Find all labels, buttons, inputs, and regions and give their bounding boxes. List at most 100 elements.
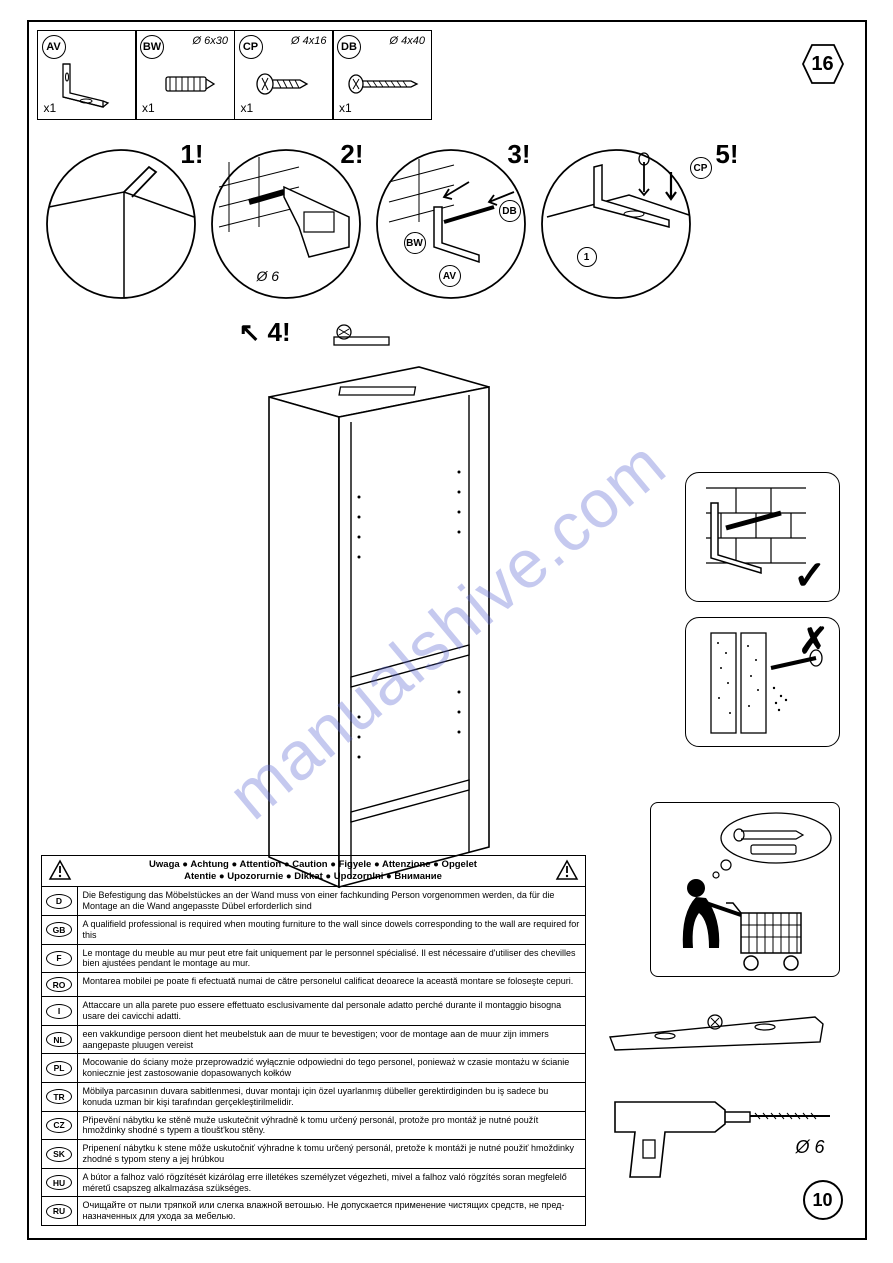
lang-code: HU bbox=[42, 1169, 78, 1197]
lang-text: Montarea mobilei pe poate fi efectuată n… bbox=[78, 973, 585, 996]
lang-row: GBA qualifield professional is required … bbox=[42, 915, 585, 944]
instruction-page: AV x1 BW Ø 6x30 x1 CP Ø 4x16 bbox=[27, 20, 867, 1240]
furniture-area: ↖ 4! bbox=[229, 317, 529, 917]
lang-code: NL bbox=[42, 1026, 78, 1054]
tag-cp: CP bbox=[690, 157, 712, 179]
screw-short-icon bbox=[245, 59, 325, 109]
lang-code: F bbox=[42, 945, 78, 973]
lang-code: RU bbox=[42, 1197, 78, 1225]
warning-table: Uwaga ● Achtung ● Attention ● Caution ● … bbox=[41, 855, 586, 1226]
step-number-hex: 16 bbox=[801, 42, 845, 86]
lang-code: TR bbox=[42, 1083, 78, 1111]
step-1: 1! bbox=[44, 147, 199, 302]
lang-code-oval: D bbox=[46, 894, 72, 909]
lang-code: D bbox=[42, 887, 78, 915]
lang-code: PL bbox=[42, 1054, 78, 1082]
steps-row: 1! 2! Ø 6 3! BW AV bbox=[44, 147, 694, 302]
lang-code-oval: HU bbox=[46, 1175, 72, 1190]
step-circle-icon bbox=[44, 147, 199, 302]
lang-row: TR Möbilya parcasının duvara sabitlenmesi… bbox=[42, 1082, 585, 1111]
tag-one: 1 bbox=[577, 247, 597, 267]
step-3: 3! BW AV DB bbox=[374, 147, 529, 302]
lang-code-oval: NL bbox=[46, 1032, 72, 1047]
lang-code-oval: F bbox=[46, 951, 72, 966]
step-5: 5! CP 1 bbox=[539, 147, 694, 302]
check-icon: ✓ bbox=[793, 553, 827, 599]
step-2: 2! Ø 6 bbox=[209, 147, 364, 302]
lang-row: PL Mocowanie do ściany może przeprowadzić… bbox=[42, 1053, 585, 1082]
part-dim: Ø 6x30 bbox=[193, 35, 228, 47]
part-db: DB Ø 4x40 x1 bbox=[332, 30, 432, 120]
step-label: 2! bbox=[340, 139, 363, 170]
lang-row: HUA bútor a falhoz való rögzítését kizár… bbox=[42, 1168, 585, 1197]
screw-long-icon bbox=[343, 59, 423, 109]
lang-code-oval: SK bbox=[46, 1147, 72, 1162]
lang-code-oval: RU bbox=[46, 1204, 72, 1219]
shopping-icon bbox=[651, 803, 841, 978]
lang-row: NL een vakkundige persoon dient het meube… bbox=[42, 1025, 585, 1054]
wall-ok-detail: ✓ bbox=[685, 472, 840, 602]
part-dim: Ø 4x40 bbox=[390, 35, 425, 47]
lang-text: Очищайте от пыли тряпкой или слегка влаж… bbox=[78, 1197, 585, 1225]
part-av: AV x1 bbox=[37, 30, 137, 120]
warning-icon bbox=[555, 859, 579, 881]
lang-row: I Attaccare un alla parete puo essere eff… bbox=[42, 996, 585, 1025]
lang-text: Mocowanie do ściany może przeprowadzić w… bbox=[78, 1054, 585, 1082]
lang-text: Pripenení nábytku k stene môže uskutočni… bbox=[78, 1140, 585, 1168]
lang-text: Le montage du meuble au mur peut etre fa… bbox=[78, 945, 585, 973]
cross-icon: ✗ bbox=[798, 620, 828, 662]
part-tag: DB bbox=[337, 35, 361, 59]
step-label: 3! bbox=[507, 139, 530, 170]
drill-diameter-label: Ø 6 bbox=[795, 1137, 824, 1158]
lang-row: RO Montarea mobilei pe poate fi efectuată… bbox=[42, 972, 585, 996]
part-qty: x1 bbox=[142, 101, 155, 115]
lang-code-oval: PL bbox=[46, 1061, 72, 1076]
parts-row: AV x1 BW Ø 6x30 x1 CP Ø 4x16 bbox=[37, 30, 433, 120]
lang-text: Attaccare un alla parete puo essere effe… bbox=[78, 997, 585, 1025]
shopping-detail bbox=[650, 802, 840, 977]
part-bw: BW Ø 6x30 x1 bbox=[135, 30, 235, 120]
page-number: 10 bbox=[803, 1180, 843, 1220]
wall-bad-detail: ✗ bbox=[685, 617, 840, 747]
hexagon-icon bbox=[801, 42, 845, 86]
part-cp: CP Ø 4x16 x1 bbox=[234, 30, 334, 120]
lang-code: RO bbox=[42, 973, 78, 996]
step-label: 1! bbox=[180, 139, 203, 170]
cabinet-icon bbox=[229, 317, 529, 917]
lang-row: D Die Befestigung das Möbelstückes an der… bbox=[42, 887, 585, 915]
lang-code-oval: TR bbox=[46, 1089, 72, 1104]
lang-text: Die Befestigung das Möbelstückes an der … bbox=[78, 887, 585, 915]
bracket-icon bbox=[48, 59, 128, 109]
step-circle-icon bbox=[539, 147, 694, 302]
lang-row: RU Очищайте от пыли тряпкой или слегка вл… bbox=[42, 1196, 585, 1225]
part-dim: Ø 4x16 bbox=[291, 35, 326, 47]
dowel-icon bbox=[146, 59, 226, 109]
step-4-label: ↖ 4! bbox=[239, 317, 291, 348]
lang-text: Připevění nábytku ke stěně muže uskutečn… bbox=[78, 1112, 585, 1140]
tag-bw: BW bbox=[404, 232, 426, 254]
part-tag: AV bbox=[42, 35, 66, 59]
tag-db: DB bbox=[499, 200, 521, 222]
part-qty: x1 bbox=[339, 101, 352, 115]
part-tag: BW bbox=[140, 35, 164, 59]
part-qty: x1 bbox=[44, 101, 57, 115]
lang-code: CZ bbox=[42, 1112, 78, 1140]
part-tag: CP bbox=[239, 35, 263, 59]
lang-row: SK Pripenení nábytku k stene môže uskutoč… bbox=[42, 1139, 585, 1168]
lang-row: CZPřipevění nábytku ke stěně muže uskute… bbox=[42, 1111, 585, 1140]
drill-diameter: Ø 6 bbox=[257, 268, 280, 284]
lang-text: Möbilya parcasının duvara sabitlenmesi, … bbox=[78, 1083, 585, 1111]
lang-rows-container: D Die Befestigung das Möbelstückes an der… bbox=[42, 887, 585, 1225]
lang-code: I bbox=[42, 997, 78, 1025]
warning-header: Uwaga ● Achtung ● Attention ● Caution ● … bbox=[42, 856, 585, 888]
warning-icon bbox=[48, 859, 72, 881]
lang-code-oval: RO bbox=[46, 977, 72, 992]
lang-text: een vakkundige persoon dient het meubels… bbox=[78, 1026, 585, 1054]
bracket-strip bbox=[605, 1012, 835, 1052]
step-circle-icon bbox=[209, 147, 364, 302]
lang-text: A qualifield professional is required wh… bbox=[78, 916, 585, 944]
lang-code: GB bbox=[42, 916, 78, 944]
part-qty: x1 bbox=[241, 101, 254, 115]
lang-row: F Le montage du meuble au mur peut etre f… bbox=[42, 944, 585, 973]
lang-code-oval: I bbox=[46, 1004, 72, 1019]
